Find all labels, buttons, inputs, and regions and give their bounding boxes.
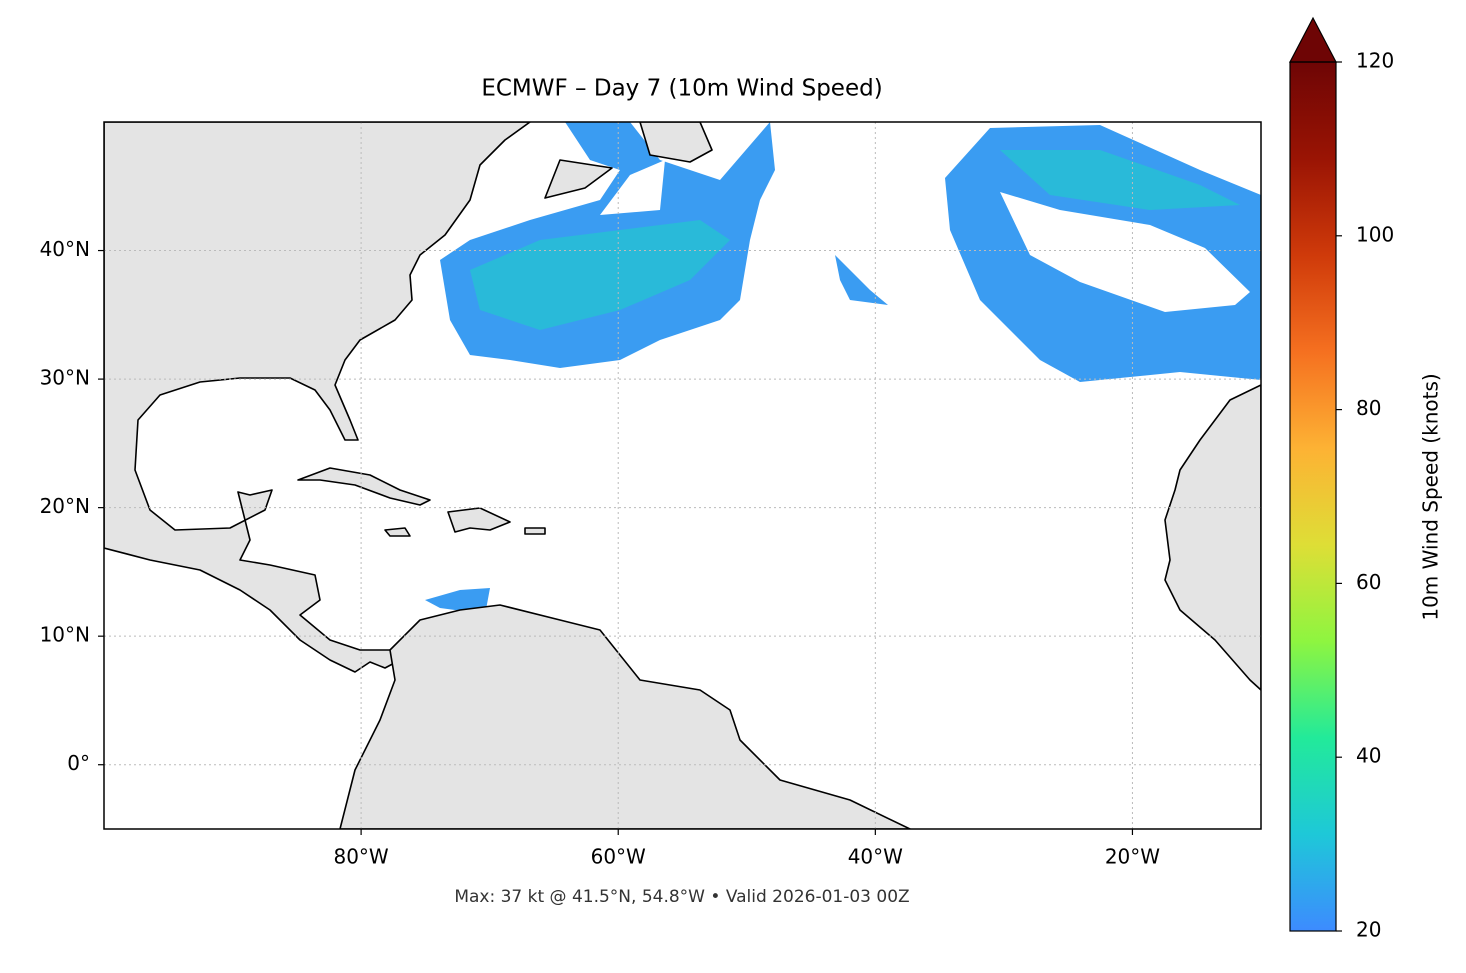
wind-core xyxy=(1000,150,1240,210)
y-tick-label: 20°N xyxy=(40,494,90,518)
colorbar-tick-label: 40 xyxy=(1356,744,1381,768)
nova-scotia xyxy=(544,159,613,199)
x-tick-label: 20°W xyxy=(1105,845,1160,869)
colorbar-tick-label: 60 xyxy=(1356,570,1381,594)
colorbar xyxy=(1290,62,1336,931)
colorbar-tick-label: 80 xyxy=(1356,396,1381,420)
colorbar-frame xyxy=(1289,61,1337,932)
newfoundland xyxy=(639,122,713,163)
chart-title: ECMWF – Day 7 (10m Wind Speed) xyxy=(481,76,882,102)
wind-core xyxy=(470,220,730,330)
x-tick-label: 80°W xyxy=(333,845,388,869)
jamaica xyxy=(384,527,411,537)
south-america xyxy=(339,604,911,829)
y-tick-label: 10°N xyxy=(40,623,90,647)
y-tick-label: 30°N xyxy=(40,366,90,390)
y-tick-label: 40°N xyxy=(40,237,90,261)
map-area xyxy=(104,122,1261,829)
map-frame xyxy=(103,121,1262,830)
wind-gap xyxy=(600,160,665,215)
colorbar-extend xyxy=(1289,16,1337,63)
puerto-rico xyxy=(524,527,546,535)
colorbar-tick-label: 120 xyxy=(1356,49,1394,73)
footnote: Max: 37 kt @ 41.5°N, 54.8°W • Valid 2026… xyxy=(454,887,909,907)
colorbar-label: 10m Wind Speed (knots) xyxy=(1419,373,1443,620)
wind-gap xyxy=(1000,192,1250,312)
y-tick-label: 0° xyxy=(67,751,90,775)
x-tick-label: 40°W xyxy=(848,845,903,869)
africa xyxy=(1164,384,1261,691)
wind-area xyxy=(835,255,888,305)
x-tick-label: 60°W xyxy=(591,845,646,869)
colorbar-tick-label: 20 xyxy=(1356,918,1381,942)
colorbar-tick-label: 100 xyxy=(1356,222,1394,246)
cuba xyxy=(297,467,431,506)
north-america xyxy=(104,122,531,673)
